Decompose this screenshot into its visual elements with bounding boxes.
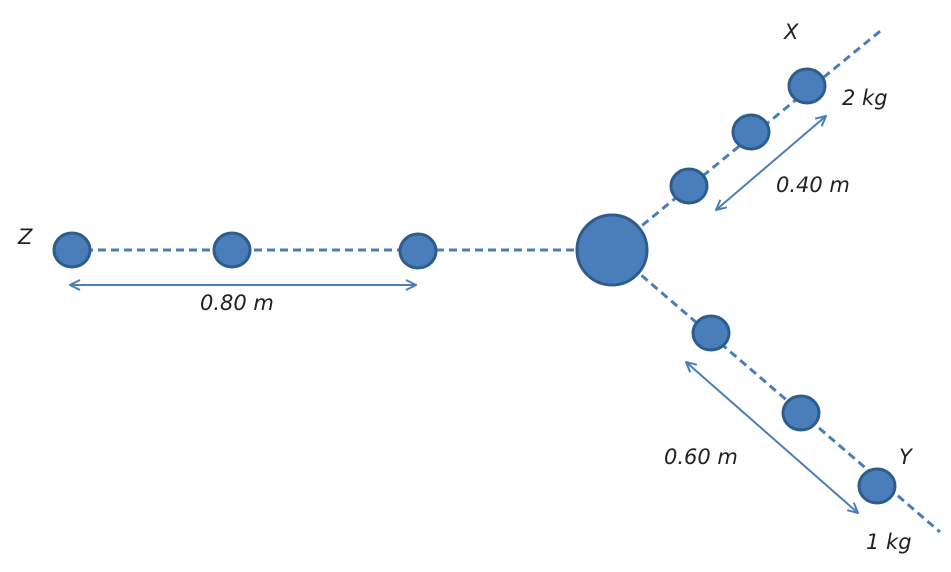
label-mass-y: 1 kg <box>866 530 912 554</box>
labels: X 2 kg 0.40 m Z 0.80 m 0.60 m Y 1 kg <box>17 20 914 554</box>
label-dist-z: 0.80 m <box>200 291 274 315</box>
label-z: Z <box>17 225 33 249</box>
ball-z-2 <box>212 231 252 269</box>
rod-y <box>611 248 941 534</box>
ball-z <box>52 231 92 269</box>
label-mass-x: 2 kg <box>842 86 888 110</box>
ball-x-2 <box>731 113 771 151</box>
ball-x <box>787 67 827 105</box>
arrow-dist-y <box>686 362 858 513</box>
ball-y-1 <box>691 314 731 352</box>
ball-z-3 <box>398 232 438 270</box>
label-y: Y <box>899 445 914 469</box>
center-hub <box>575 213 649 287</box>
ball-y-2 <box>781 394 821 432</box>
ball-y <box>857 467 897 505</box>
label-dist-x: 0.40 m <box>776 173 850 197</box>
balls <box>52 67 897 505</box>
arrow-dist-x <box>716 116 826 210</box>
label-dist-y: 0.60 m <box>664 445 738 469</box>
ball-x-1 <box>669 167 709 205</box>
label-x: X <box>783 20 799 44</box>
dimension-arrows <box>70 116 858 513</box>
